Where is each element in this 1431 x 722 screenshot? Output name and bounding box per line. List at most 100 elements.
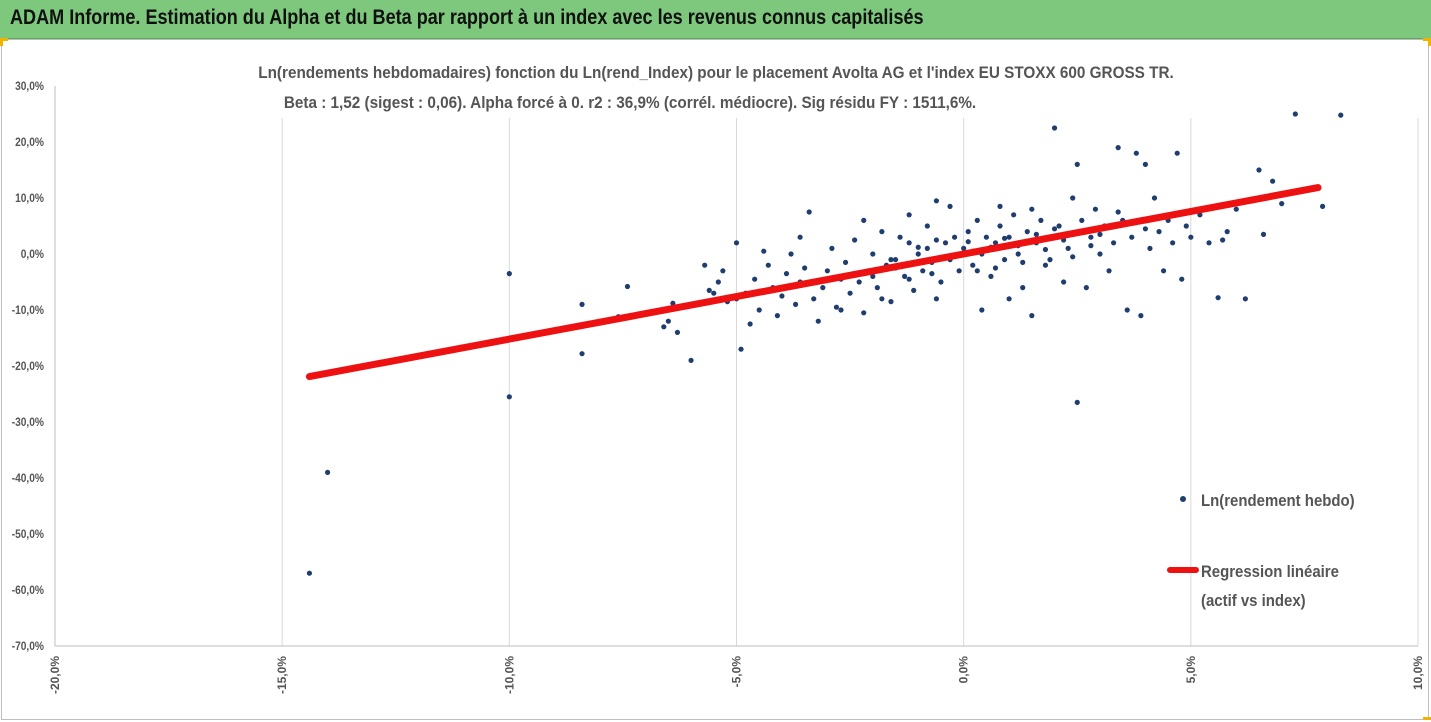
- data-point: [915, 244, 921, 250]
- corner-accent-top-left: [0, 38, 8, 41]
- data-point: [933, 198, 940, 204]
- data-point: [1133, 150, 1139, 156]
- y-tick-label: 30,0%: [15, 80, 44, 93]
- data-point: [1097, 231, 1103, 237]
- data-point: [870, 273, 876, 279]
- data-point: [974, 217, 980, 223]
- data-point: [856, 279, 862, 285]
- data-point: [902, 273, 908, 279]
- chart-title-line-1: Ln(rendements hebdomadaires) fonction du…: [258, 63, 1173, 82]
- data-point: [1174, 150, 1180, 156]
- y-tick-label: 10,0%: [15, 192, 44, 205]
- corner-accent-bottom-right: [1423, 717, 1431, 720]
- x-tick-label: -20,0%: [48, 656, 62, 694]
- data-point: [1124, 307, 1130, 313]
- data-point: [765, 262, 771, 268]
- data-point: [325, 469, 331, 475]
- x-tick-label: -15,0%: [275, 656, 289, 694]
- data-point: [924, 245, 930, 251]
- data-point: [506, 394, 512, 400]
- data-point: [779, 293, 785, 299]
- data-point: [1061, 279, 1067, 285]
- data-point: [1129, 234, 1135, 240]
- data-point: [670, 300, 676, 306]
- data-point: [1156, 229, 1162, 235]
- data-point: [961, 245, 967, 251]
- title-banner: ADAM Informe. Estimation du Alpha et du …: [0, 0, 1431, 39]
- data-points: [306, 111, 1344, 576]
- data-point: [1006, 234, 1012, 240]
- data-point: [1038, 217, 1044, 223]
- data-point: [747, 321, 753, 327]
- data-point: [992, 240, 999, 246]
- data-point: [1051, 125, 1058, 131]
- data-point: [797, 234, 803, 240]
- y-tick-label: -20,0%: [12, 360, 44, 373]
- data-point: [1024, 229, 1030, 235]
- data-point: [806, 209, 812, 215]
- data-point: [861, 217, 867, 223]
- data-point: [715, 279, 721, 285]
- data-point: [506, 271, 512, 277]
- data-point: [1160, 268, 1167, 274]
- data-point: [1106, 268, 1112, 274]
- y-tick-label: -70,0%: [12, 640, 44, 653]
- data-point: [829, 245, 835, 251]
- data-point: [1092, 206, 1099, 212]
- y-tick-label: -10,0%: [12, 304, 44, 317]
- data-point: [870, 251, 876, 257]
- data-point: [906, 240, 912, 246]
- data-point: [933, 296, 940, 302]
- data-point: [974, 268, 980, 274]
- x-tick-label: -5,0%: [730, 656, 744, 688]
- chart-title-line-2: Beta : 1,52 (sigest : 0,06). Alpha forcé…: [284, 93, 976, 112]
- data-point: [720, 268, 726, 274]
- data-point: [1033, 231, 1039, 237]
- data-point: [1056, 223, 1062, 229]
- data-point: [1088, 243, 1094, 249]
- y-tick-label: 20,0%: [15, 136, 44, 149]
- data-point: [1001, 257, 1008, 263]
- data-point: [1029, 313, 1035, 319]
- data-point: [1047, 257, 1053, 263]
- data-point: [1020, 285, 1026, 291]
- data-point: [579, 351, 585, 357]
- data-point: [1097, 251, 1103, 257]
- data-point: [1188, 234, 1194, 240]
- data-point: [756, 307, 762, 313]
- y-tick-label: 0,0%: [21, 248, 44, 261]
- regression-line: [305, 184, 1322, 381]
- data-point: [833, 304, 840, 310]
- data-point: [820, 285, 826, 291]
- data-point: [915, 251, 921, 257]
- data-point: [1011, 212, 1017, 218]
- data-point: [892, 257, 899, 263]
- data-point: [733, 240, 740, 246]
- data-point: [761, 248, 767, 254]
- data-point: [983, 234, 989, 240]
- data-point: [783, 271, 790, 277]
- data-point: [1179, 276, 1185, 282]
- data-point: [929, 271, 935, 277]
- data-point: [1065, 245, 1071, 251]
- data-point: [1220, 237, 1226, 243]
- data-point: [965, 229, 971, 235]
- data-point: [1170, 240, 1176, 246]
- data-point: [1110, 240, 1117, 246]
- data-point: [706, 287, 712, 293]
- data-point: [938, 279, 944, 285]
- data-point: [711, 290, 717, 296]
- report-title: ADAM Informe. Estimation du Alpha et du …: [10, 6, 924, 29]
- data-point: [1224, 229, 1230, 235]
- data-point: [792, 301, 799, 307]
- axes: 30,0% 20,0% 10,0% 0,0% -10,0% -20,0% -30,0% -40…: [12, 80, 1425, 694]
- data-point: [879, 296, 885, 302]
- data-point: [906, 276, 912, 282]
- data-point: [824, 268, 830, 274]
- corner-accent-top-right: [1423, 38, 1431, 41]
- x-tick-label: -10,0%: [502, 656, 516, 694]
- data-point: [1292, 111, 1298, 117]
- data-point: [1115, 209, 1121, 215]
- legend-label-regression-2: (actif vs index): [1201, 592, 1306, 610]
- data-point: [1115, 145, 1121, 151]
